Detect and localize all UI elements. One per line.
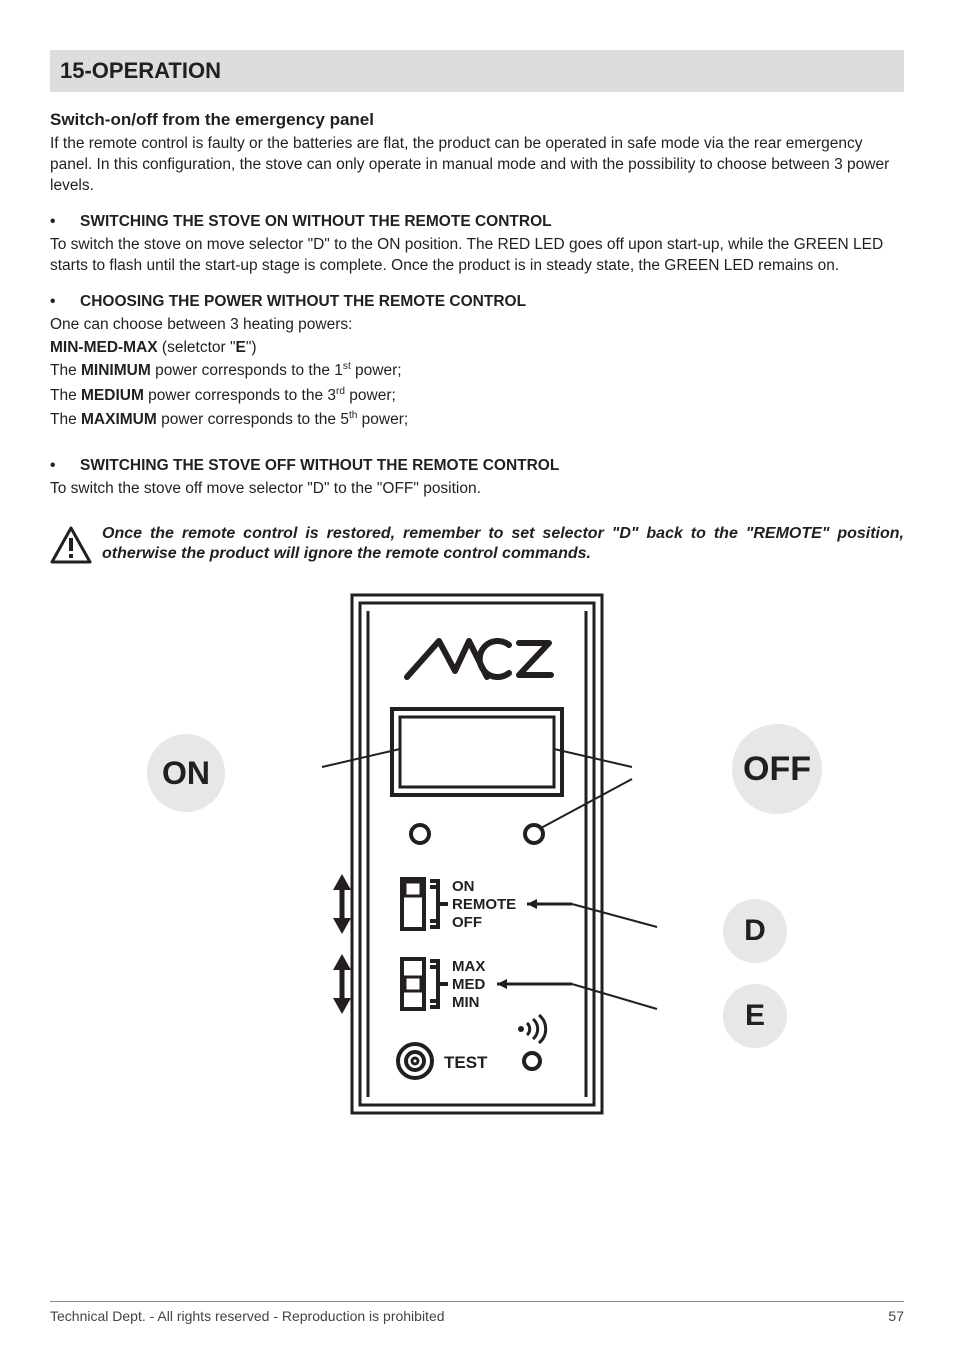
line-maximum: The MAXIMUM power corresponds to the 5th… <box>50 409 904 431</box>
warning-block: Once the remote control is restored, rem… <box>50 524 904 566</box>
section-header: 15-OPERATION <box>50 50 904 92</box>
emergency-panel-figure: ON OFF D E <box>157 589 797 1119</box>
svg-text:TEST: TEST <box>444 1053 488 1072</box>
warning-text: Once the remote control is restored, rem… <box>102 524 904 566</box>
bullet-switch-on-label: SWITCHING THE STOVE ON WITHOUT THE REMOT… <box>80 213 552 230</box>
svg-text:MAX: MAX <box>452 958 485 975</box>
callout-d: D <box>723 899 787 963</box>
bullet-switch-off-label: SWITCHING THE STOVE OFF WITHOUT THE REMO… <box>80 457 559 474</box>
bullet-choose-power: •CHOOSING THE POWER WITHOUT THE REMOTE C… <box>50 293 904 311</box>
footer-left: Technical Dept. - All rights reserved - … <box>50 1308 445 1324</box>
bullet-switch-off: •SWITCHING THE STOVE OFF WITHOUT THE REM… <box>50 457 904 475</box>
callout-e: E <box>723 984 787 1048</box>
paragraph-intro: If the remote control is faulty or the b… <box>50 134 904 197</box>
bullet-choose-power-label: CHOOSING THE POWER WITHOUT THE REMOTE CO… <box>80 293 526 310</box>
subheading-switch-onoff: Switch-on/off from the emergency panel <box>50 110 904 130</box>
bullet-switch-on: •SWITCHING THE STOVE ON WITHOUT THE REMO… <box>50 213 904 231</box>
mcz-logo <box>407 641 551 677</box>
line-minimum: The MINIMUM power corresponds to the 1st… <box>50 360 904 382</box>
line-minmedmax: MIN-MED-MAX (seletctor "E") <box>50 338 904 359</box>
svg-text:REMOTE: REMOTE <box>452 896 516 913</box>
buzzer-icon <box>518 1015 546 1043</box>
page-footer: Technical Dept. - All rights reserved - … <box>50 1301 904 1324</box>
paragraph-switch-on: To switch the stove on move selector "D"… <box>50 235 904 277</box>
selector-e-group: MAX MED MIN <box>402 958 657 1011</box>
test-row: TEST <box>398 1044 540 1078</box>
svg-text:MIN: MIN <box>452 994 480 1011</box>
callout-off: OFF <box>732 724 822 814</box>
selector-d-group: ON REMOTE OFF <box>402 878 657 931</box>
warning-icon <box>50 526 92 564</box>
footer-right: 57 <box>888 1308 904 1324</box>
line-medium: The MEDIUM power corresponds to the 3rd … <box>50 385 904 407</box>
paragraph-switch-off: To switch the stove off move selector "D… <box>50 479 904 500</box>
svg-text:MED: MED <box>452 976 486 993</box>
emergency-panel-svg: ON REMOTE OFF MAX MED MIN <box>262 589 692 1119</box>
svg-text:OFF: OFF <box>452 914 482 931</box>
line-powers-intro: One can choose between 3 heating powers: <box>50 315 904 336</box>
callout-on: ON <box>147 734 225 812</box>
svg-text:ON: ON <box>452 878 475 895</box>
